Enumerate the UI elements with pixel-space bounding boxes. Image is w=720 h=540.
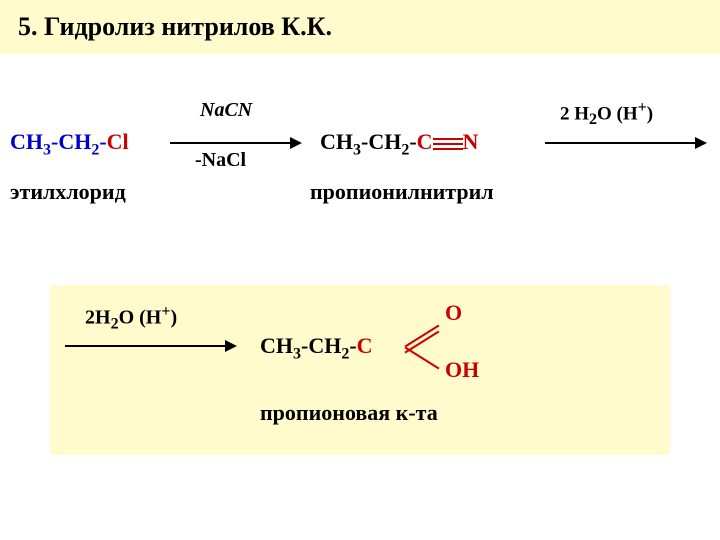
- formula-part-cl: Cl: [107, 129, 129, 154]
- arrow3-top-conditions: 2H2O (H+): [85, 303, 177, 334]
- triple-bond-icon: [433, 135, 463, 153]
- arrow1-bottom-byproduct: -NaCl: [195, 149, 246, 172]
- arrow3: [65, 345, 235, 347]
- oxygen-atom: O: [445, 300, 462, 326]
- single-bond-line: [405, 347, 440, 370]
- propiononitrile-label: пропионилнитрил: [310, 179, 494, 205]
- arrow1-top-reagent: NaCN: [200, 99, 252, 122]
- formula-part-c: C: [417, 129, 433, 154]
- arrow2: [545, 142, 705, 144]
- reaction-row-2: 2H2O (H+) CH3-CH2-C O OH пропионовая к-т…: [50, 285, 670, 455]
- slide-title: 5. Гидролиз нитрилов К.К.: [0, 0, 720, 54]
- formula-part-n: N: [463, 129, 479, 154]
- ethyl-chloride-formula: CH3-CH2-Cl: [10, 129, 129, 159]
- propionic-acid-label: пропионовая к-та: [260, 400, 438, 426]
- arrow1: [170, 142, 300, 144]
- reaction-row-1: CH3-CH2-Cl этилхлорид NaCN -NaCl CH3-CH2…: [0, 84, 720, 224]
- formula-part-c: C: [357, 333, 373, 358]
- hydroxyl-group: OH: [445, 357, 479, 383]
- ethyl-chloride-label: этилхлорид: [10, 179, 126, 205]
- formula-part: CH3-CH2-: [320, 129, 417, 154]
- formula-part: CH3-CH2-: [10, 129, 107, 154]
- propiononitrile-formula: CH3-CH2-C N: [320, 129, 478, 159]
- formula-part: CH3-CH2-: [260, 333, 357, 358]
- arrow2-top-conditions: 2 H2O (H+): [560, 99, 653, 129]
- double-bond-line-1: [405, 325, 440, 348]
- propionic-acid-formula: CH3-CH2-C: [260, 333, 373, 363]
